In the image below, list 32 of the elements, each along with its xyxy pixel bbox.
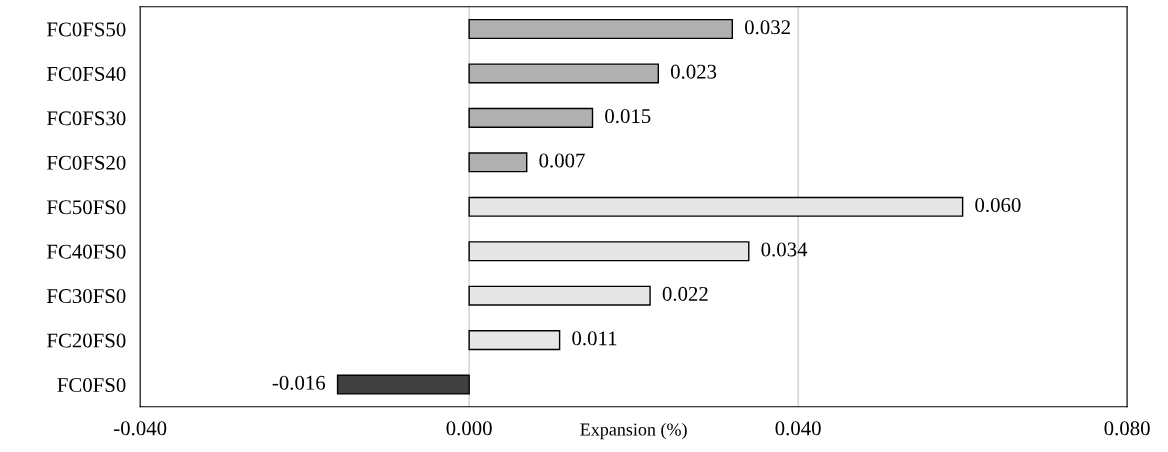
bar xyxy=(468,241,750,262)
y-tick-label: FC0FS20 xyxy=(46,155,126,170)
bar xyxy=(468,330,561,351)
x-tick-label: 0.040 xyxy=(775,421,821,436)
data-label: 0.007 xyxy=(539,153,585,168)
y-tick-label: FC50FS0 xyxy=(46,200,126,215)
bar xyxy=(468,63,660,84)
data-label: -0.016 xyxy=(272,375,326,390)
x-tick-label: -0.040 xyxy=(114,421,167,436)
data-label: 0.011 xyxy=(572,331,617,346)
y-tick-label: FC0FS0 xyxy=(57,377,126,393)
y-tick-label: FC0FS50 xyxy=(46,22,126,37)
x-axis-title: Expansion (%) xyxy=(580,422,687,440)
bar xyxy=(468,285,651,306)
bar xyxy=(468,196,964,217)
y-tick-label: FC0FS30 xyxy=(46,111,126,126)
x-tick-label: 0.000 xyxy=(446,421,492,436)
y-tick-label: FC0FS40 xyxy=(46,66,126,81)
x-tick-label: 0.080 xyxy=(1104,421,1150,436)
data-label: 0.060 xyxy=(975,197,1021,213)
data-label: 0.022 xyxy=(662,286,708,301)
bar xyxy=(468,152,528,173)
y-tick-label: FC20FS0 xyxy=(46,333,126,348)
data-label: 0.034 xyxy=(761,242,808,257)
y-tick-label: FC30FS0 xyxy=(46,289,126,304)
data-label: 0.015 xyxy=(605,109,651,124)
y-tick-label: FC40FS0 xyxy=(46,244,126,259)
bar xyxy=(336,374,470,395)
data-label: 0.032 xyxy=(744,20,790,35)
bar xyxy=(468,107,594,128)
bar xyxy=(468,18,734,40)
data-label: 0.023 xyxy=(670,64,717,79)
